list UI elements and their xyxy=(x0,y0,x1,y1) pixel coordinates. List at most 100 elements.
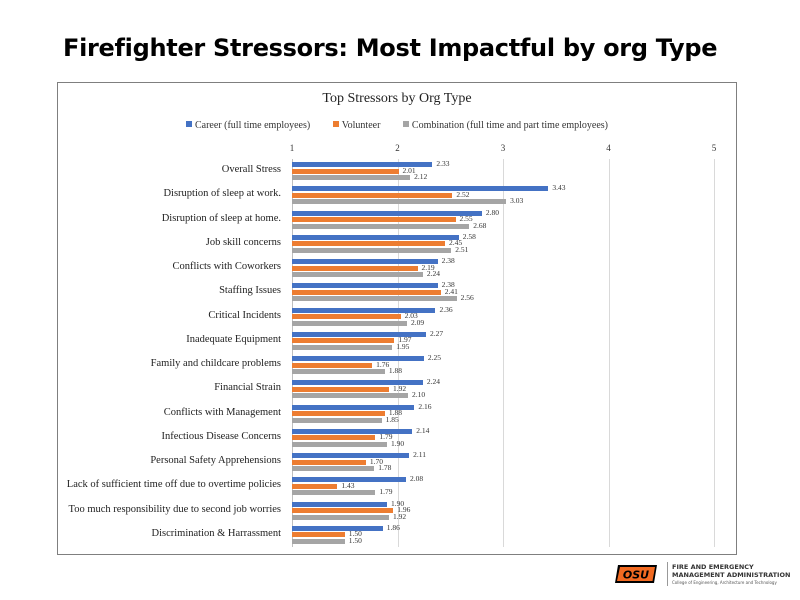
bar-career xyxy=(292,331,426,337)
bar-volunteer xyxy=(292,192,453,198)
gridline xyxy=(608,159,610,547)
bar-career xyxy=(292,162,433,167)
gridline xyxy=(397,159,399,547)
data-label: 2.55 xyxy=(459,214,473,223)
data-label: 2.24 xyxy=(426,377,440,387)
bar-career xyxy=(292,453,410,458)
data-label: 2.68 xyxy=(473,220,487,230)
legend-item-career: Career (full time employees) xyxy=(185,120,311,131)
x-tick-label: 5 xyxy=(711,143,717,153)
data-label: 3.03 xyxy=(510,196,524,206)
bar-combination xyxy=(292,223,470,229)
data-label: 1.85 xyxy=(385,414,399,424)
data-label: 2.10 xyxy=(412,390,426,400)
data-label: 2.11 xyxy=(413,450,426,459)
data-label: 1.43 xyxy=(341,480,355,490)
bar-career xyxy=(292,210,482,216)
bar-combination xyxy=(292,538,345,544)
category-label: Conflicts with Management xyxy=(163,406,281,418)
bar-career xyxy=(292,428,413,434)
bar-career xyxy=(292,404,415,410)
legend-label-volunteer: Volunteer xyxy=(341,120,381,131)
data-label: 2.08 xyxy=(409,474,424,484)
category-label: Disruption of sleep at work. xyxy=(163,188,281,200)
x-tick-label: 4 xyxy=(606,143,611,153)
data-label: 1.76 xyxy=(376,359,390,369)
bar-career xyxy=(292,380,423,386)
category-label: Conflicts with Coworkers xyxy=(172,261,282,272)
category-label: Job skill concerns xyxy=(205,236,281,248)
data-label: 1.96 xyxy=(397,505,411,514)
data-label: 2.27 xyxy=(429,328,444,338)
data-label: 2.25 xyxy=(427,353,441,362)
category-label: Family and childcare problems xyxy=(150,358,281,369)
bar-volunteer xyxy=(292,241,445,247)
bar-career xyxy=(292,501,387,507)
data-label: 2.24 xyxy=(426,269,440,278)
gridline xyxy=(503,159,504,547)
category-label: Disruption of sleep at home. xyxy=(161,212,281,224)
data-label: 2.45 xyxy=(448,238,463,248)
data-label: 2.38 xyxy=(441,256,455,265)
data-label: 2.01 xyxy=(402,165,416,175)
data-label: 2.16 xyxy=(418,401,432,411)
data-label: 1.88 xyxy=(388,366,402,375)
bar-volunteer xyxy=(292,411,385,416)
plot-area: 1 2 3 4 5 Overall Stress 2.33 2.01 2.12 Disruptio… xyxy=(58,83,736,554)
data-label: 1.86 xyxy=(386,522,400,532)
logo-divider xyxy=(667,562,668,586)
bar-volunteer xyxy=(292,168,399,174)
data-label: 1.50 xyxy=(348,529,362,539)
bar-volunteer xyxy=(292,508,394,513)
bar-career xyxy=(292,525,383,531)
legend-label-career: Career (full time employees) xyxy=(194,120,311,131)
bar-volunteer xyxy=(292,217,456,222)
logo-text-line2: MANAGEMENT ADMINISTRATION xyxy=(672,571,791,579)
data-label: 1.92 xyxy=(393,511,407,521)
bar-combination xyxy=(292,272,423,277)
data-label: 1.97 xyxy=(398,335,412,345)
bar-career xyxy=(292,307,436,313)
svg-text:OSU: OSU xyxy=(623,569,649,582)
legend-swatch-combination xyxy=(402,121,409,127)
bar-volunteer xyxy=(292,289,441,295)
bar-career xyxy=(292,477,406,483)
category-label: Personal Safety Apprehensions xyxy=(150,455,281,466)
data-label: 2.03 xyxy=(404,311,418,320)
category-label: Financial Strain xyxy=(214,382,281,394)
osu-logo-icon: OSU xyxy=(615,565,657,583)
legend-swatch-career xyxy=(185,121,192,127)
bar-combination xyxy=(292,296,457,302)
data-label: 1.50 xyxy=(348,535,362,545)
category-label: Lack of sufficient time off due to overt… xyxy=(66,479,281,491)
bar-combination xyxy=(292,320,407,326)
bar-career xyxy=(292,259,438,264)
chart-title: Top Stressors by Org Type xyxy=(322,91,472,106)
data-label: 1.79 xyxy=(379,432,393,442)
category-label: Critical Incidents xyxy=(208,309,281,321)
x-tick-label: 1 xyxy=(289,143,295,153)
data-label: 3.43 xyxy=(552,183,566,193)
data-label: 1.90 xyxy=(390,498,405,508)
bar-volunteer xyxy=(292,314,401,319)
bar-volunteer xyxy=(292,386,390,392)
data-label: 2.41 xyxy=(444,286,458,296)
bar-career xyxy=(292,186,549,192)
data-label: 2.80 xyxy=(485,207,500,217)
data-label: 2.56 xyxy=(460,293,474,303)
data-label: 1.78 xyxy=(378,463,392,472)
bar-career xyxy=(292,283,438,289)
bar-combination xyxy=(292,514,390,520)
slide-title: Firefighter Stressors: Most Impactful by… xyxy=(63,34,718,62)
bar-combination xyxy=(292,199,507,205)
category-label: Discrimination & Harrassment xyxy=(151,527,281,539)
bar-combination xyxy=(292,344,393,350)
fema-logo: OSU FIRE AND EMERGENCY MANAGEMENT ADMINI… xyxy=(614,562,790,588)
bar-volunteer xyxy=(292,338,395,344)
x-tick-label: 3 xyxy=(500,143,506,153)
bar-volunteer xyxy=(292,435,376,441)
gridline xyxy=(714,159,715,547)
data-label: 2.19 xyxy=(421,262,435,272)
data-label: 2.36 xyxy=(439,304,453,314)
data-label: 2.14 xyxy=(416,425,430,435)
